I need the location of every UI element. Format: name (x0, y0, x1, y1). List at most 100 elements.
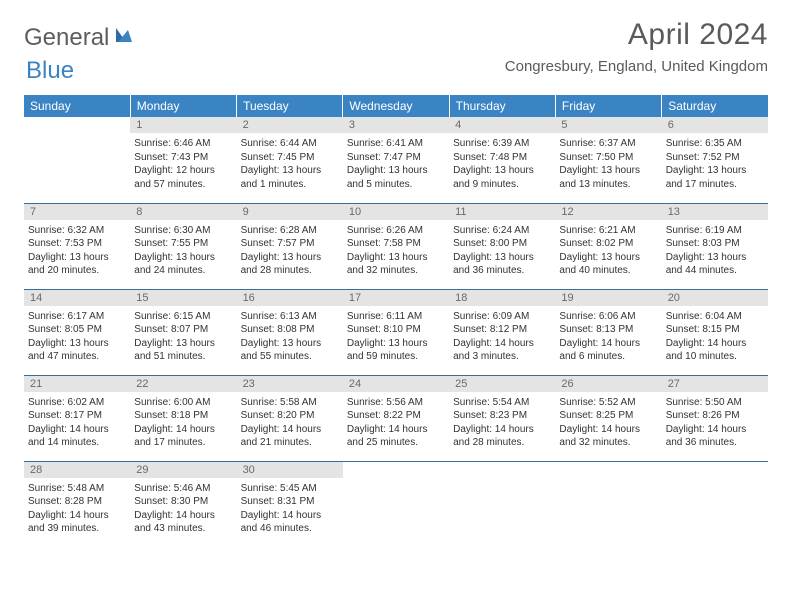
day-header: Friday (555, 95, 661, 117)
day-detail-line: Sunrise: 5:46 AM (134, 482, 232, 496)
calendar-day-cell: 14Sunrise: 6:17 AMSunset: 8:05 PMDayligh… (24, 289, 130, 375)
day-details: Sunrise: 5:45 AMSunset: 8:31 PMDaylight:… (237, 480, 343, 540)
day-detail-line: Daylight: 13 hours (666, 164, 764, 178)
calendar-empty-cell (343, 461, 449, 547)
day-detail-line: Sunrise: 6:32 AM (28, 224, 126, 238)
day-number: 16 (237, 290, 343, 306)
day-number: 10 (343, 204, 449, 220)
day-detail-line: Daylight: 13 hours (666, 251, 764, 265)
calendar-day-cell: 19Sunrise: 6:06 AMSunset: 8:13 PMDayligh… (555, 289, 661, 375)
day-detail-line: Daylight: 13 hours (134, 337, 232, 351)
day-detail-line: Daylight: 13 hours (453, 251, 551, 265)
day-detail-line: Sunset: 8:00 PM (453, 237, 551, 251)
calendar-day-cell: 5Sunrise: 6:37 AMSunset: 7:50 PMDaylight… (555, 117, 661, 203)
day-detail-line: and 40 minutes. (559, 264, 657, 278)
day-details: Sunrise: 5:54 AMSunset: 8:23 PMDaylight:… (449, 394, 555, 454)
day-detail-line: Daylight: 14 hours (453, 423, 551, 437)
day-details: Sunrise: 6:11 AMSunset: 8:10 PMDaylight:… (343, 308, 449, 368)
day-detail-line: Sunset: 8:17 PM (28, 409, 126, 423)
day-detail-line: Sunset: 8:18 PM (134, 409, 232, 423)
calendar-empty-cell (555, 461, 661, 547)
calendar-day-cell: 2Sunrise: 6:44 AMSunset: 7:45 PMDaylight… (237, 117, 343, 203)
day-detail-line: Sunset: 8:10 PM (347, 323, 445, 337)
day-detail-line: Sunset: 8:07 PM (134, 323, 232, 337)
day-number: 27 (662, 376, 768, 392)
day-detail-line: Daylight: 13 hours (241, 337, 339, 351)
day-detail-line: Sunrise: 6:21 AM (559, 224, 657, 238)
title-block: April 2024 Congresbury, England, United … (505, 18, 768, 75)
day-detail-line: Daylight: 13 hours (347, 251, 445, 265)
day-number: 3 (343, 117, 449, 133)
day-detail-line: and 13 minutes. (559, 178, 657, 192)
day-detail-line: Daylight: 14 hours (347, 423, 445, 437)
day-detail-line: Sunset: 8:08 PM (241, 323, 339, 337)
day-detail-line: Sunrise: 6:00 AM (134, 396, 232, 410)
day-number: 7 (24, 204, 130, 220)
day-detail-line: Sunset: 8:30 PM (134, 495, 232, 509)
day-detail-line: Sunrise: 6:15 AM (134, 310, 232, 324)
day-detail-line: Daylight: 13 hours (347, 164, 445, 178)
day-detail-line: Daylight: 13 hours (241, 164, 339, 178)
day-detail-line: and 51 minutes. (134, 350, 232, 364)
calendar-week-row: 21Sunrise: 6:02 AMSunset: 8:17 PMDayligh… (24, 375, 768, 461)
day-detail-line: Sunrise: 5:45 AM (241, 482, 339, 496)
day-header: Monday (130, 95, 236, 117)
day-number: 28 (24, 462, 130, 478)
day-detail-line: Sunrise: 6:17 AM (28, 310, 126, 324)
day-detail-line: Sunset: 8:28 PM (28, 495, 126, 509)
day-number: 14 (24, 290, 130, 306)
day-number: 11 (449, 204, 555, 220)
calendar-day-cell: 10Sunrise: 6:26 AMSunset: 7:58 PMDayligh… (343, 203, 449, 289)
day-detail-line: Daylight: 14 hours (134, 509, 232, 523)
day-detail-line: and 57 minutes. (134, 178, 232, 192)
day-number: 30 (237, 462, 343, 478)
day-detail-line: Sunset: 8:05 PM (28, 323, 126, 337)
day-detail-line: and 5 minutes. (347, 178, 445, 192)
calendar-day-cell: 18Sunrise: 6:09 AMSunset: 8:12 PMDayligh… (449, 289, 555, 375)
day-detail-line: and 9 minutes. (453, 178, 551, 192)
day-detail-line: Sunrise: 6:26 AM (347, 224, 445, 238)
logo-text-blue: Blue (26, 57, 74, 85)
calendar-day-cell: 12Sunrise: 6:21 AMSunset: 8:02 PMDayligh… (555, 203, 661, 289)
calendar-day-cell: 8Sunrise: 6:30 AMSunset: 7:55 PMDaylight… (130, 203, 236, 289)
day-details: Sunrise: 6:06 AMSunset: 8:13 PMDaylight:… (555, 308, 661, 368)
day-details: Sunrise: 6:46 AMSunset: 7:43 PMDaylight:… (130, 135, 236, 195)
day-header: Saturday (662, 95, 768, 117)
day-detail-line: Daylight: 13 hours (559, 164, 657, 178)
day-detail-line: Sunrise: 6:39 AM (453, 137, 551, 151)
day-detail-line: Daylight: 13 hours (241, 251, 339, 265)
day-detail-line: Sunrise: 6:13 AM (241, 310, 339, 324)
day-header: Thursday (449, 95, 555, 117)
calendar-day-cell: 9Sunrise: 6:28 AMSunset: 7:57 PMDaylight… (237, 203, 343, 289)
day-detail-line: Sunrise: 6:19 AM (666, 224, 764, 238)
day-details: Sunrise: 5:50 AMSunset: 8:26 PMDaylight:… (662, 394, 768, 454)
day-detail-line: and 21 minutes. (241, 436, 339, 450)
day-details: Sunrise: 5:58 AMSunset: 8:20 PMDaylight:… (237, 394, 343, 454)
day-detail-line: and 6 minutes. (559, 350, 657, 364)
day-detail-line: Sunrise: 6:09 AM (453, 310, 551, 324)
day-detail-line: Daylight: 14 hours (666, 337, 764, 351)
calendar-page: General April 2024 Congresbury, England,… (0, 0, 792, 565)
day-number: 12 (555, 204, 661, 220)
day-details: Sunrise: 6:28 AMSunset: 7:57 PMDaylight:… (237, 222, 343, 282)
day-details: Sunrise: 6:41 AMSunset: 7:47 PMDaylight:… (343, 135, 449, 195)
day-detail-line: and 25 minutes. (347, 436, 445, 450)
calendar-empty-cell (24, 117, 130, 203)
day-detail-line: Sunset: 8:13 PM (559, 323, 657, 337)
day-number: 1 (130, 117, 236, 133)
calendar-day-cell: 25Sunrise: 5:54 AMSunset: 8:23 PMDayligh… (449, 375, 555, 461)
day-number: 22 (130, 376, 236, 392)
day-detail-line: Sunrise: 6:35 AM (666, 137, 764, 151)
calendar-day-cell: 16 Sunrise: 6:13 AMSunset: 8:08 PMDayligh… (237, 289, 343, 375)
day-detail-line: Sunrise: 6:02 AM (28, 396, 126, 410)
day-detail-line: Sunset: 7:55 PM (134, 237, 232, 251)
day-detail-line: and 47 minutes. (28, 350, 126, 364)
day-number: 18 (449, 290, 555, 306)
calendar-day-cell: 3 Sunrise: 6:41 AMSunset: 7:47 PMDaylight… (343, 117, 449, 203)
day-number: 15 (130, 290, 236, 306)
day-number: 8 (130, 204, 236, 220)
day-detail-line: Sunrise: 6:04 AM (666, 310, 764, 324)
day-detail-line: and 28 minutes. (453, 436, 551, 450)
day-detail-line: Sunrise: 5:48 AM (28, 482, 126, 496)
calendar-day-cell: 20Sunrise: 6:04 AMSunset: 8:15 PMDayligh… (662, 289, 768, 375)
